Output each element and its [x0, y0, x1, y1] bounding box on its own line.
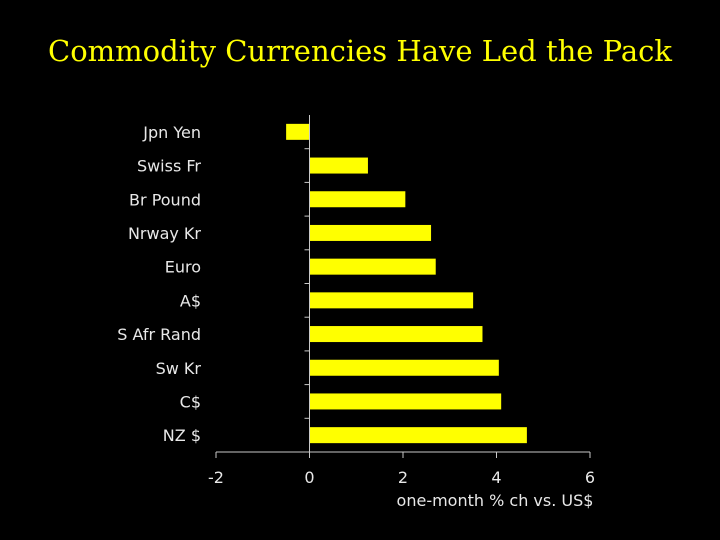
x-tick-labels-group: -2 0 2 4 6 — [208, 468, 595, 487]
category-label: Jpn Yen — [142, 123, 201, 142]
x-tick-label: 0 — [304, 468, 314, 487]
bar-swiss-fr — [309, 157, 368, 174]
x-tick-label: 4 — [491, 468, 501, 487]
bar-jpn-yen — [286, 123, 310, 140]
bar-nrway-kr — [309, 224, 432, 241]
bar-nz — [309, 427, 527, 444]
bar-s-afr-rand — [309, 326, 483, 343]
category-label: Br Pound — [129, 190, 201, 209]
category-label: NZ $ — [163, 426, 201, 445]
bar-sw-kr — [309, 359, 499, 376]
bar-euro — [309, 258, 436, 275]
bar-br-pound — [309, 191, 406, 208]
bars-group — [286, 123, 527, 444]
category-label: A$ — [180, 291, 201, 310]
slide-title: Commodity Currencies Have Led the Pack — [48, 34, 672, 68]
x-axis-title: one-month % ch vs. US$ — [397, 491, 594, 510]
x-tick-label: 2 — [398, 468, 408, 487]
category-labels-group: Jpn Yen Swiss Fr Br Pound Nrway Kr Euro A$ S A… — [117, 123, 201, 445]
category-label: Nrway Kr — [128, 224, 201, 243]
x-tick-label: 6 — [585, 468, 595, 487]
bar-c — [309, 393, 502, 410]
category-label: Swiss Fr — [137, 157, 201, 176]
category-label: Sw Kr — [156, 359, 202, 378]
x-tick-label: -2 — [208, 468, 224, 487]
bar-a — [309, 292, 474, 309]
category-label: Euro — [165, 258, 201, 277]
category-label: S Afr Rand — [117, 325, 201, 344]
category-label: C$ — [180, 392, 201, 411]
axes-group — [215, 115, 591, 458]
